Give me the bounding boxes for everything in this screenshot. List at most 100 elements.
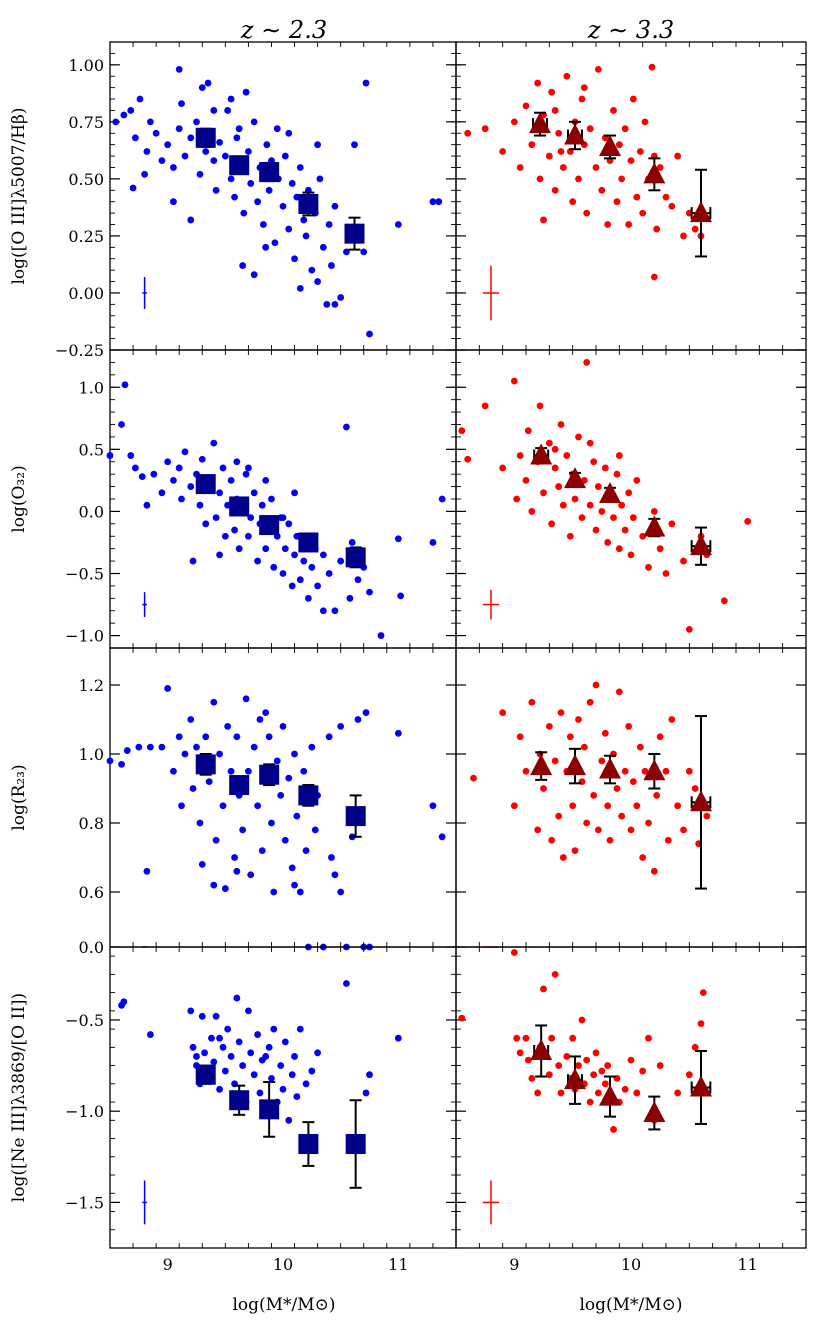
median-square (195, 1064, 216, 1085)
data-point (304, 594, 312, 602)
data-point (250, 271, 258, 279)
data-point (559, 854, 567, 861)
x-tick-label: 9 (163, 1255, 173, 1274)
panel-frame (109, 41, 457, 351)
data-point (662, 767, 670, 775)
data-point (555, 812, 563, 820)
y-axis-label-o32: log(O₃₂) (9, 465, 29, 532)
data-point (262, 545, 270, 553)
data-point (216, 750, 223, 758)
data-point (164, 458, 172, 466)
data-point (627, 826, 635, 834)
data-point (516, 1049, 524, 1057)
data-point (242, 88, 250, 96)
data-point (590, 458, 598, 466)
data-point (613, 470, 621, 478)
data-point (575, 716, 582, 723)
data-point (262, 476, 270, 484)
median-triangle (530, 443, 553, 465)
data-point (302, 847, 310, 854)
data-point (291, 750, 298, 758)
data-point (178, 495, 185, 503)
data-point (685, 625, 693, 633)
data-point (680, 826, 687, 834)
data-point (536, 402, 544, 410)
median-triangle (690, 1075, 712, 1097)
data-point (586, 1098, 594, 1106)
data-point (569, 1034, 577, 1042)
data-point (633, 1089, 641, 1097)
data-point (227, 1053, 235, 1060)
data-point (129, 184, 137, 192)
data-point (328, 262, 335, 269)
data-point (187, 134, 195, 142)
median-triangle (529, 112, 551, 134)
data-point (583, 1056, 591, 1064)
panel-frame (455, 349, 807, 649)
data-point (285, 1116, 293, 1124)
data-point (202, 520, 210, 528)
data-point (513, 495, 521, 503)
x-tick-label: 10 (621, 1255, 641, 1274)
data-point (331, 202, 339, 210)
data-point (170, 198, 177, 206)
data-point (319, 243, 327, 251)
data-point (273, 757, 281, 765)
data-point (615, 545, 623, 553)
data-point (348, 539, 356, 546)
data-point (150, 470, 158, 478)
data-point (575, 175, 582, 183)
x-axis-label-left: log(M*/M⊙) (232, 1295, 335, 1315)
data-point (650, 867, 658, 875)
data-point (212, 186, 220, 194)
data-point (522, 1034, 530, 1042)
data-point (613, 785, 621, 792)
data-point (481, 402, 489, 410)
data-point (586, 439, 594, 447)
data-point (639, 532, 647, 540)
y-axis-label-o3hb: log([O III]λ5007/Hβ) (9, 108, 29, 285)
data-point (627, 157, 635, 165)
data-point (224, 723, 232, 730)
data-point (548, 1034, 556, 1042)
data-point (212, 1012, 220, 1020)
data-point (685, 1071, 693, 1079)
data-point (571, 847, 579, 854)
data-point (227, 95, 235, 103)
y-axis-label-ne3o2: log([Ne III]λ3869/[O II]) (9, 993, 29, 1202)
median-triangle (599, 757, 621, 779)
panel-frame (455, 946, 807, 1249)
data-point (510, 802, 518, 810)
data-point (196, 170, 204, 178)
median-triangle (599, 482, 621, 504)
data-point (569, 802, 577, 810)
panel-o3hb-z33 (455, 41, 807, 351)
data-point (242, 470, 250, 478)
data-point (610, 1126, 617, 1133)
data-point (268, 819, 275, 827)
data-point (164, 685, 172, 692)
data-point (528, 141, 536, 149)
y-tick-label-o32: −0.5 (65, 565, 104, 584)
data-point (245, 464, 252, 472)
data-point (285, 225, 293, 233)
data-point (262, 243, 270, 251)
median-triangle (643, 515, 666, 537)
data-point (127, 452, 135, 459)
data-point (615, 452, 623, 459)
data-point (650, 508, 658, 515)
data-point (499, 464, 507, 472)
data-point (262, 1053, 270, 1060)
data-point (557, 709, 565, 716)
data-point (175, 125, 183, 133)
data-point (170, 476, 177, 484)
data-point (158, 157, 166, 165)
data-point (288, 582, 296, 590)
data-point (629, 514, 637, 522)
median-square (229, 775, 250, 796)
median-triangle (599, 1084, 621, 1106)
data-point (270, 1025, 278, 1033)
panel-frame (455, 41, 807, 351)
data-point (233, 867, 241, 875)
data-point (285, 520, 293, 528)
